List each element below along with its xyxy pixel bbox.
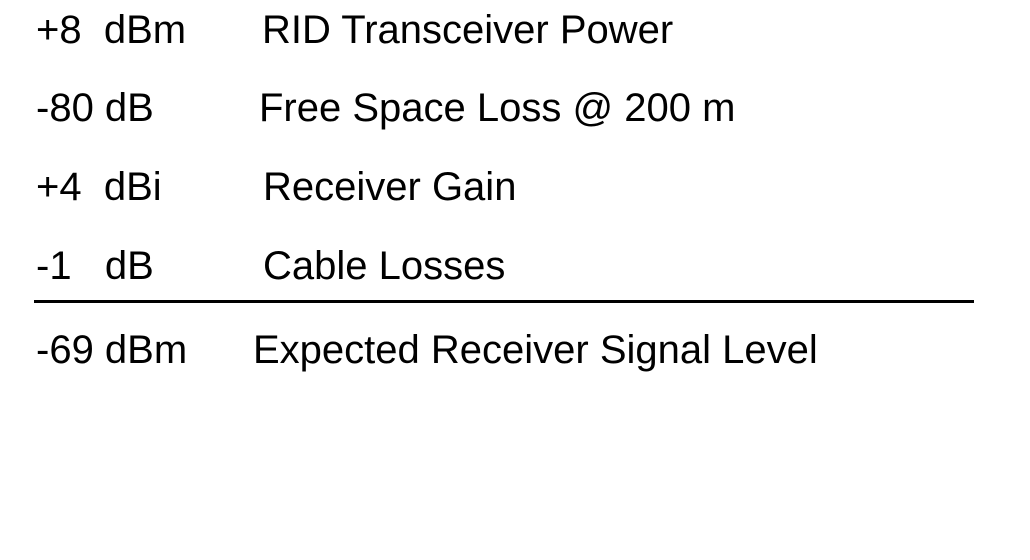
budget-value: -80 dB xyxy=(36,86,154,130)
budget-label: Free Space Loss @ 200 m xyxy=(259,86,736,130)
budget-row-cable-losses: -1 dB Cable Losses xyxy=(0,236,1030,296)
budget-value: -1 dB xyxy=(36,244,154,288)
budget-label: RID Transceiver Power xyxy=(262,8,674,52)
budget-label: Receiver Gain xyxy=(263,165,517,209)
budget-value: +4 dBi xyxy=(36,165,162,209)
budget-label: Cable Losses xyxy=(263,244,506,288)
sum-divider xyxy=(34,300,974,303)
budget-value: +8 dBm xyxy=(36,8,187,52)
link-budget: +8 dBm RID Transceiver Power -80 dB Free… xyxy=(0,0,1030,380)
total-label: Expected Receiver Signal Level xyxy=(253,328,818,372)
budget-row-receiver-gain: +4 dBi Receiver Gain xyxy=(0,157,1030,217)
budget-total-row: -69 dBm Expected Receiver Signal Level xyxy=(0,320,1030,380)
budget-row-free-space-loss: -80 dB Free Space Loss @ 200 m xyxy=(0,78,1030,138)
budget-row-transceiver-power: +8 dBm RID Transceiver Power xyxy=(0,0,1030,60)
total-value: -69 dBm xyxy=(36,328,188,372)
